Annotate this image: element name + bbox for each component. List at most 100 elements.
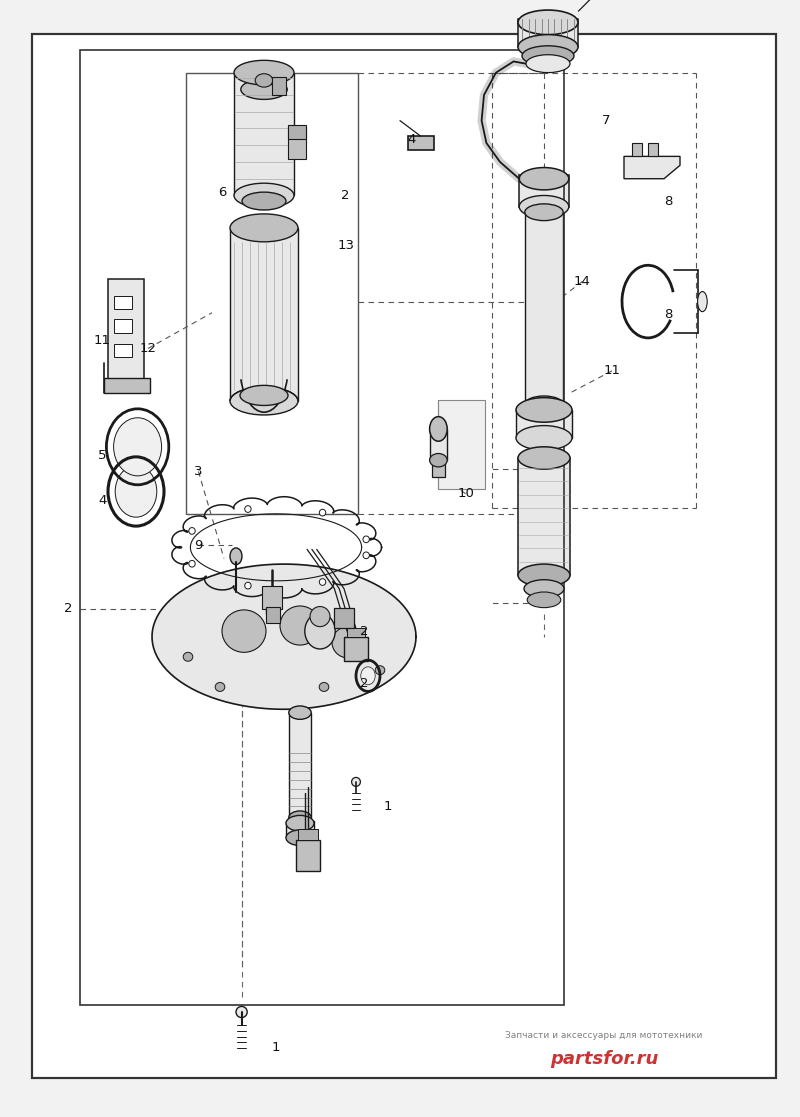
Ellipse shape bbox=[289, 811, 311, 824]
Text: Запчасти и аксессуары для мототехники: Запчасти и аксессуары для мототехники bbox=[506, 1031, 702, 1040]
Text: 11: 11 bbox=[603, 364, 621, 378]
Text: 1: 1 bbox=[384, 800, 392, 813]
Ellipse shape bbox=[518, 447, 570, 469]
Ellipse shape bbox=[240, 385, 288, 405]
Bar bbox=[518, 458, 570, 575]
Ellipse shape bbox=[289, 706, 311, 719]
Ellipse shape bbox=[255, 74, 273, 87]
Ellipse shape bbox=[518, 35, 578, 59]
Bar bbox=[408, 136, 434, 150]
Ellipse shape bbox=[430, 454, 447, 467]
Ellipse shape bbox=[183, 652, 193, 661]
Bar bbox=[519, 175, 569, 207]
Ellipse shape bbox=[286, 815, 314, 831]
Text: 12: 12 bbox=[139, 342, 157, 355]
Bar bbox=[632, 143, 642, 156]
Bar bbox=[114, 319, 132, 333]
Text: partsfor.ru: partsfor.ru bbox=[550, 1050, 658, 1068]
Ellipse shape bbox=[525, 203, 563, 221]
Bar bbox=[104, 378, 150, 393]
Text: 5: 5 bbox=[98, 449, 106, 462]
Text: 8: 8 bbox=[664, 308, 672, 322]
Bar bbox=[334, 608, 354, 628]
Ellipse shape bbox=[524, 580, 564, 598]
Text: 2: 2 bbox=[360, 624, 368, 638]
Bar bbox=[525, 212, 563, 404]
Bar bbox=[432, 459, 445, 477]
Ellipse shape bbox=[352, 777, 360, 786]
Ellipse shape bbox=[319, 682, 329, 691]
Bar bbox=[108, 279, 144, 380]
Ellipse shape bbox=[234, 60, 294, 85]
Ellipse shape bbox=[332, 627, 364, 658]
Ellipse shape bbox=[222, 610, 266, 652]
Ellipse shape bbox=[526, 55, 570, 73]
Bar bbox=[344, 637, 368, 661]
Text: 4: 4 bbox=[408, 133, 416, 146]
Ellipse shape bbox=[363, 536, 370, 543]
Ellipse shape bbox=[518, 564, 570, 586]
Ellipse shape bbox=[361, 667, 375, 685]
Bar bbox=[262, 586, 282, 609]
Bar bbox=[288, 125, 306, 139]
Bar bbox=[272, 77, 286, 95]
Ellipse shape bbox=[245, 506, 251, 513]
Ellipse shape bbox=[230, 386, 298, 414]
Bar bbox=[80, 50, 564, 1005]
Ellipse shape bbox=[305, 613, 335, 649]
Text: 9: 9 bbox=[194, 538, 202, 552]
Text: 10: 10 bbox=[457, 487, 474, 500]
Ellipse shape bbox=[115, 466, 157, 517]
Ellipse shape bbox=[430, 417, 447, 441]
Ellipse shape bbox=[234, 183, 294, 208]
Text: 6: 6 bbox=[218, 185, 226, 199]
Text: 13: 13 bbox=[337, 239, 354, 252]
Ellipse shape bbox=[280, 605, 320, 646]
Ellipse shape bbox=[516, 398, 572, 422]
Polygon shape bbox=[624, 156, 680, 179]
Ellipse shape bbox=[241, 79, 287, 99]
Bar bbox=[296, 840, 320, 871]
Bar bbox=[230, 228, 298, 401]
Ellipse shape bbox=[215, 682, 225, 691]
Bar bbox=[438, 400, 485, 489]
Text: 2: 2 bbox=[64, 602, 72, 615]
Bar bbox=[114, 344, 132, 357]
Ellipse shape bbox=[114, 418, 162, 476]
Text: 3: 3 bbox=[194, 465, 202, 478]
Text: 4: 4 bbox=[98, 494, 106, 507]
Text: 11: 11 bbox=[94, 334, 111, 347]
Ellipse shape bbox=[516, 426, 572, 450]
Ellipse shape bbox=[363, 552, 370, 558]
Ellipse shape bbox=[319, 579, 326, 585]
Bar bbox=[288, 127, 306, 159]
Text: 14: 14 bbox=[574, 275, 591, 288]
Text: 1: 1 bbox=[272, 1041, 280, 1054]
Bar bbox=[234, 73, 294, 195]
Bar bbox=[518, 19, 578, 47]
Ellipse shape bbox=[189, 527, 195, 534]
Ellipse shape bbox=[519, 168, 569, 190]
Ellipse shape bbox=[319, 509, 326, 516]
Ellipse shape bbox=[230, 547, 242, 565]
Ellipse shape bbox=[236, 1006, 247, 1018]
Ellipse shape bbox=[230, 214, 298, 241]
Ellipse shape bbox=[286, 830, 314, 846]
Ellipse shape bbox=[242, 192, 286, 210]
Bar bbox=[298, 829, 318, 840]
Polygon shape bbox=[152, 564, 416, 709]
Ellipse shape bbox=[525, 397, 563, 413]
Bar bbox=[286, 821, 314, 838]
Bar bbox=[347, 628, 365, 637]
Ellipse shape bbox=[527, 592, 561, 608]
Ellipse shape bbox=[310, 607, 330, 627]
Text: 2: 2 bbox=[360, 677, 368, 690]
Ellipse shape bbox=[522, 46, 574, 66]
Text: 7: 7 bbox=[602, 114, 610, 127]
Text: 8: 8 bbox=[664, 194, 672, 208]
Bar bbox=[430, 429, 447, 460]
Bar bbox=[114, 296, 132, 309]
Bar bbox=[516, 410, 572, 438]
Bar bbox=[266, 607, 280, 623]
Ellipse shape bbox=[698, 292, 707, 312]
